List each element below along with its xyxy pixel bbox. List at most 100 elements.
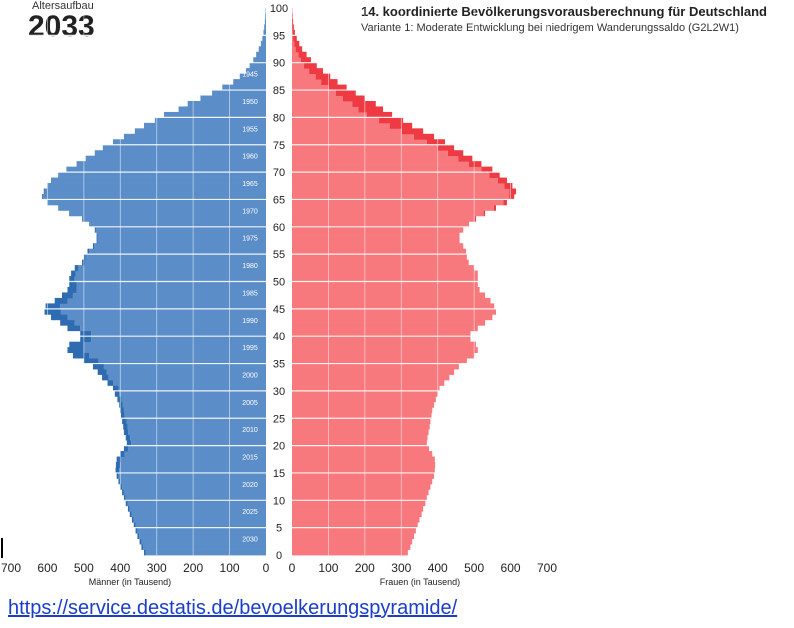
male-bar-age-95 <box>263 29 266 36</box>
birth-year-tick-1940: 1940 <box>242 44 258 51</box>
age-tick-35: 35 <box>273 359 285 371</box>
age-tick-0: 0 <box>276 550 282 562</box>
birth-year-tick-1970: 1970 <box>242 208 258 215</box>
male-bar-age-39 <box>91 336 267 343</box>
male-bar-age-25 <box>124 412 267 419</box>
female-bar-age-2 <box>292 538 413 545</box>
male-surplus-age-41 <box>67 325 81 332</box>
female-bar-age-90 <box>292 57 301 64</box>
x-axis-label-female: Frauen (in Tausend) <box>380 577 460 587</box>
male-surplus-age-18 <box>120 451 125 457</box>
male-surplus-age-56 <box>92 243 95 250</box>
male-surplus-age-34 <box>92 363 104 370</box>
male-bar-age-38 <box>83 341 266 348</box>
female-bar-age-61 <box>292 215 475 222</box>
female-bar-age-26 <box>292 407 433 414</box>
male-bar-age-66 <box>44 188 267 195</box>
age-tick-65: 65 <box>273 194 285 206</box>
male-surplus-age-60 <box>89 221 91 228</box>
male-bar-age-47 <box>72 292 266 299</box>
male-bar-age-59 <box>95 226 266 233</box>
male-bar-age-26 <box>123 407 266 414</box>
female-bar-age-37 <box>292 347 478 354</box>
female-surplus-age-66 <box>509 188 517 195</box>
female-surplus-age-72 <box>458 155 473 162</box>
female-bar-age-51 <box>292 270 478 277</box>
male-bar-age-71 <box>76 161 266 168</box>
female-bar-age-11 <box>292 489 429 496</box>
birth-year-tick-1990: 1990 <box>242 318 258 325</box>
female-bar-age-82 <box>292 100 353 107</box>
age-tick-70: 70 <box>273 167 285 179</box>
male-surplus-age-68 <box>51 177 52 184</box>
source-link[interactable]: https://service.destatis.de/bevoelkerung… <box>8 597 458 619</box>
male-bar-age-85 <box>222 84 266 91</box>
male-bar-age-14 <box>118 472 266 479</box>
female-bar-age-21 <box>292 434 428 441</box>
female-surplus-age-71 <box>469 161 482 168</box>
male-bar-age-35 <box>98 358 266 364</box>
male-bar-age-10 <box>125 494 266 501</box>
female-surplus-age-76 <box>414 133 435 140</box>
male-surplus-age-7 <box>129 511 132 518</box>
male-surplus-age-21 <box>125 434 131 441</box>
female-surplus-age-85 <box>328 84 347 91</box>
male-bar-age-22 <box>128 429 266 436</box>
birth-year-tick-1965: 1965 <box>242 181 258 188</box>
x-tick-male-600: 600 <box>37 561 57 575</box>
male-bar-age-21 <box>130 434 266 441</box>
female-bar-age-79 <box>292 117 380 124</box>
female-surplus-age-68 <box>497 177 507 184</box>
x-tick-female-0: 0 <box>289 561 296 575</box>
male-bar-age-89 <box>249 62 266 69</box>
male-surplus-age-38 <box>69 341 84 348</box>
female-bar-age-49 <box>292 281 478 288</box>
male-bar-age-23 <box>127 423 266 430</box>
female-bar-age-47 <box>292 292 486 299</box>
female-bar-age-54 <box>292 254 467 261</box>
male-surplus-age-63 <box>58 204 60 211</box>
birth-year-tick-1975: 1975 <box>242 236 258 243</box>
female-bar-age-9 <box>292 500 426 507</box>
female-surplus-age-92 <box>295 46 303 53</box>
male-surplus-age-66 <box>43 188 45 195</box>
male-bar-age-65 <box>42 193 266 200</box>
male-bar-age-0 <box>145 549 266 556</box>
female-surplus-age-60 <box>467 221 469 228</box>
female-bar-age-89 <box>292 62 305 69</box>
female-bar-age-17 <box>292 456 435 463</box>
female-bar-age-70 <box>292 166 482 173</box>
female-bar-age-64 <box>292 199 504 206</box>
female-bar-age-91 <box>292 51 299 58</box>
male-surplus-age-36 <box>72 352 90 359</box>
female-bar-age-85 <box>292 84 329 91</box>
female-surplus-age-96 <box>292 24 294 31</box>
birth-year-tick-2000: 2000 <box>242 372 258 379</box>
male-bar-age-56 <box>94 243 266 250</box>
male-bar-age-4 <box>137 527 266 534</box>
female-bar-age-7 <box>292 511 422 518</box>
female-bar-age-73 <box>292 150 448 157</box>
male-bar-age-32 <box>108 374 266 381</box>
male-surplus-age-2 <box>139 538 142 545</box>
chart-title: 14. koordinierte Bevölkerungsvorausberec… <box>361 4 767 19</box>
age-tick-5: 5 <box>276 523 282 535</box>
male-bar-age-68 <box>51 177 266 184</box>
birth-year-tick-1955: 1955 <box>242 126 258 133</box>
male-surplus-age-37 <box>67 347 84 354</box>
male-bar-age-52 <box>78 265 267 271</box>
male-surplus-age-43 <box>51 314 68 321</box>
male-bar-age-91 <box>256 51 266 58</box>
birth-year-tick-2025: 2025 <box>242 509 258 516</box>
male-surplus-age-51 <box>71 270 76 277</box>
x-tick-female-700: 700 <box>537 561 557 575</box>
male-surplus-age-4 <box>135 527 138 534</box>
female-bar-age-80 <box>292 111 367 118</box>
male-bar-age-30 <box>118 385 266 392</box>
x-tick-female-600: 600 <box>501 561 521 575</box>
x-tick-female-400: 400 <box>428 561 448 575</box>
birth-year-tick-2005: 2005 <box>242 400 258 407</box>
female-bar-age-75 <box>292 139 427 146</box>
female-surplus-age-87 <box>315 73 331 80</box>
